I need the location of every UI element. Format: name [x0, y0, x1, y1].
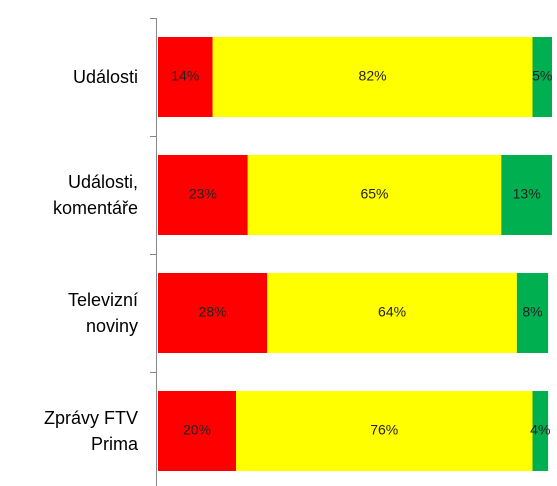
value-label: 20% — [183, 422, 211, 438]
bar-segment — [158, 391, 237, 471]
value-label: 28% — [199, 304, 227, 320]
category-label: Události — [72, 67, 138, 87]
value-label: 82% — [359, 68, 387, 84]
value-label: 14% — [171, 68, 199, 84]
bar-segment — [158, 155, 248, 235]
bar-segment — [532, 37, 552, 117]
value-label: 23% — [189, 186, 217, 202]
bar-segment — [532, 391, 549, 471]
bar-segment — [247, 155, 502, 235]
value-label: 4% — [530, 422, 550, 438]
value-label: 8% — [522, 304, 542, 320]
value-label: 76% — [370, 422, 398, 438]
bar-segment — [212, 37, 533, 117]
bar-segment — [516, 273, 549, 353]
category-label: Televizní noviny — [67, 290, 138, 336]
bar-segment — [236, 391, 533, 471]
value-label: 5% — [532, 68, 552, 84]
bar-segment — [158, 37, 213, 117]
value-label: 65% — [360, 186, 388, 202]
bar-segment — [158, 273, 268, 353]
bar-segment — [267, 273, 517, 353]
value-label: 64% — [378, 304, 406, 320]
value-label: 13% — [513, 186, 541, 202]
category-label: Události, komentáře — [52, 172, 138, 218]
bar-segment — [501, 155, 552, 235]
category-label: Zprávy FTV Prima — [43, 408, 138, 454]
